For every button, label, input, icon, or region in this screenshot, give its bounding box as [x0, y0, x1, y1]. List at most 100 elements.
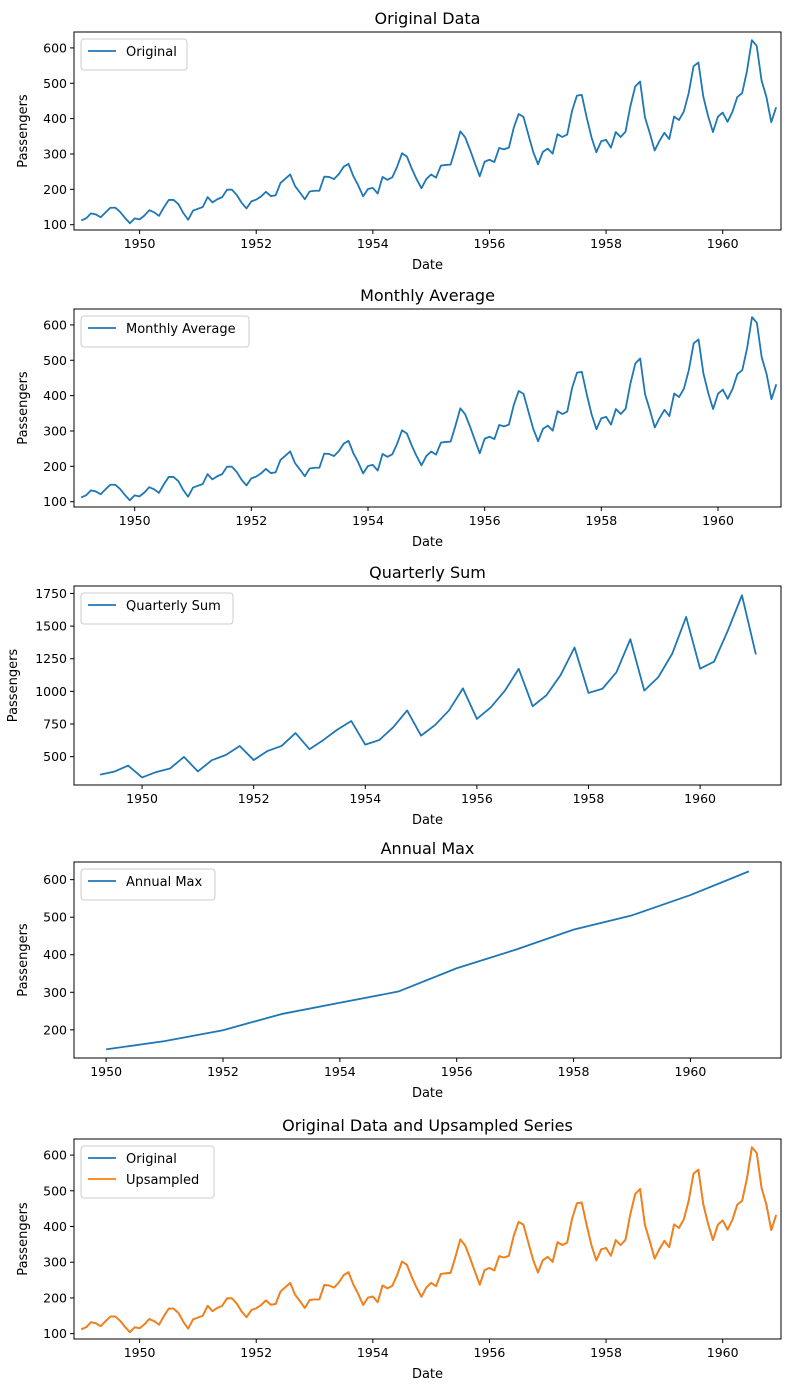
x-tick-label: 1956 — [469, 513, 501, 528]
x-tick-label: 1960 — [702, 513, 734, 528]
plot-lines — [80, 1146, 777, 1334]
x-tick-label: 1954 — [324, 1064, 356, 1079]
x-tick-label: 1956 — [461, 791, 493, 806]
y-tick-label: 750 — [43, 717, 67, 732]
x-axis-label: Date — [412, 1086, 443, 1101]
x-axis-label: Date — [412, 1367, 443, 1382]
x-tick-label: 1960 — [684, 791, 716, 806]
y-tick-label: 1000 — [35, 684, 67, 699]
axes-frame — [73, 308, 782, 508]
y-tick-label: 300 — [43, 146, 67, 161]
x-tick-label: 1958 — [558, 1064, 590, 1079]
x-tick-label: 1952 — [240, 236, 272, 251]
x-axis-label: Date — [412, 258, 443, 273]
legend: Quarterly Sum — [80, 592, 234, 625]
y-axis-label: Passengers — [16, 923, 31, 997]
subplot-2: Monthly Average 1950 1952 1954 1956 1958 1960 1… — [16, 286, 782, 550]
y-tick-label: 400 — [43, 111, 67, 126]
y-tick-label: 300 — [43, 1255, 67, 1270]
y-tick-label: 1250 — [35, 651, 67, 666]
x-tick-label: 1950 — [124, 1345, 156, 1360]
y-tick-label: 1750 — [35, 586, 67, 601]
x-tick-label: 1952 — [235, 513, 267, 528]
chart-title: Quarterly Sum — [369, 563, 486, 582]
legend: Monthly Average — [80, 315, 250, 348]
x-tick-label: 1954 — [352, 513, 384, 528]
x-tick-label: 1954 — [357, 1345, 389, 1360]
chart-title: Original Data — [375, 9, 481, 28]
y-axis-label: Passengers — [16, 371, 31, 445]
y-tick-label: 500 — [43, 353, 67, 368]
y-tick-label: 200 — [43, 182, 67, 197]
y-tick-label: 300 — [43, 423, 67, 438]
y-axis-label: Passengers — [16, 1202, 31, 1276]
x-tick-label: 1960 — [707, 236, 739, 251]
legend-label: Monthly Average — [126, 322, 236, 337]
subplot-3: Quarterly Sum 1950 1952 1954 1956 1958 1960 500… — [6, 563, 782, 828]
y-tick-label: 500 — [43, 910, 67, 925]
y-tick-label: 100 — [43, 1326, 67, 1341]
y-tick-label: 100 — [43, 494, 67, 509]
plot-lines — [100, 594, 757, 779]
chart-title: Annual Max — [381, 839, 475, 858]
y-tick-label: 300 — [43, 985, 67, 1000]
x-tick-label: 1958 — [590, 236, 622, 251]
x-tick-label: 1960 — [675, 1064, 707, 1079]
y-tick-label: 200 — [43, 1022, 67, 1037]
x-tick-label: 1952 — [240, 1345, 272, 1360]
legend-label: Annual Max — [126, 875, 203, 890]
y-axis-label: Passengers — [6, 649, 21, 723]
legend: Annual Max — [80, 868, 216, 901]
plot-lines — [80, 39, 777, 225]
x-tick-label: 1950 — [119, 513, 151, 528]
y-tick-label: 500 — [43, 76, 67, 91]
x-axis-label: Date — [412, 535, 443, 550]
axes-frame — [73, 585, 782, 786]
legend-label: Upsampled — [126, 1173, 199, 1188]
series-line-annual-max — [106, 870, 750, 1051]
x-tick-label: 1958 — [573, 791, 605, 806]
x-tick-label: 1950 — [124, 236, 156, 251]
legend-box — [80, 1145, 215, 1199]
x-tick-label: 1958 — [585, 513, 617, 528]
y-tick-label: 400 — [43, 947, 67, 962]
x-tick-label: 1956 — [474, 1345, 506, 1360]
y-tick-label: 200 — [43, 1290, 67, 1305]
x-axis-label: Date — [412, 813, 443, 828]
y-tick-label: 600 — [43, 317, 67, 332]
plot-lines — [106, 870, 750, 1051]
x-tick-label: 1950 — [90, 1064, 122, 1079]
x-tick-label: 1952 — [207, 1064, 239, 1079]
x-tick-label: 1958 — [590, 1345, 622, 1360]
y-tick-label: 400 — [43, 388, 67, 403]
series-line-upsampled — [80, 1146, 777, 1334]
legend: Original Upsampled — [80, 1145, 215, 1199]
plot-lines — [80, 316, 778, 502]
y-tick-label: 500 — [43, 1183, 67, 1198]
y-tick-label: 100 — [43, 217, 67, 232]
y-tick-label: 400 — [43, 1219, 67, 1234]
x-tick-label: 1956 — [474, 236, 506, 251]
chart-title: Monthly Average — [360, 286, 495, 305]
legend: Original — [80, 38, 188, 71]
y-tick-label: 600 — [43, 1148, 67, 1163]
legend-box — [80, 592, 234, 625]
legend-box — [80, 868, 216, 901]
x-tick-label: 1950 — [126, 791, 158, 806]
y-axis-label: Passengers — [16, 94, 31, 168]
axes-frame — [73, 861, 782, 1059]
legend-label: Original — [126, 1152, 177, 1167]
subplot-4: Annual Max 1950 1952 1954 1956 1958 1960 200 300… — [16, 839, 782, 1101]
subplot-5: Original Data and Upsampled Series 1950 19… — [16, 1116, 782, 1382]
legend-box — [80, 38, 188, 71]
legend-label: Quarterly Sum — [126, 599, 221, 614]
y-tick-label: 600 — [43, 872, 67, 887]
x-tick-label: 1952 — [238, 791, 270, 806]
legend-box — [80, 315, 250, 348]
y-tick-label: 200 — [43, 459, 67, 474]
subplot-1: Original Data 1950 1952 1954 1956 1958 1960 100… — [16, 9, 782, 273]
x-tick-label: 1960 — [707, 1345, 739, 1360]
series-line-original — [80, 39, 777, 225]
series-line-monthly-average — [80, 316, 778, 502]
